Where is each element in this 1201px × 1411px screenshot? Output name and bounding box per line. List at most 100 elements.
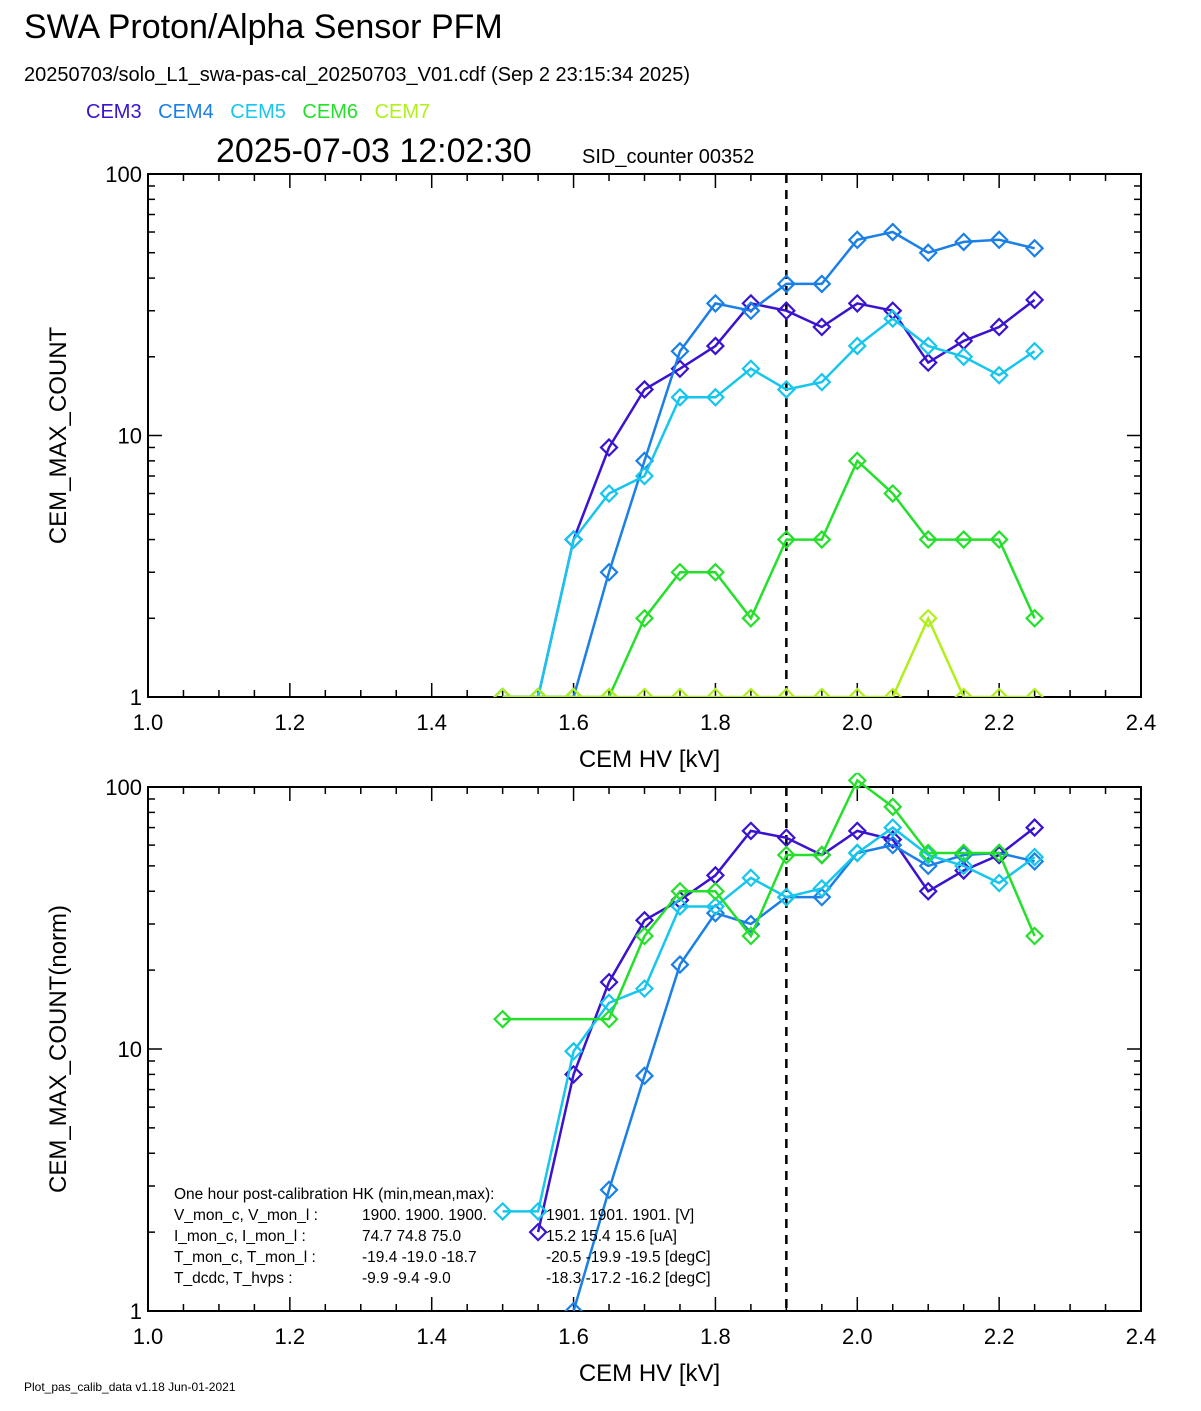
data-point-cem6 [1025,926,1045,946]
data-point-cem5 [493,1201,513,1221]
x-tick-label: 2.2 [984,1324,1015,1349]
data-point-cem5 [634,979,655,999]
x-tick-label: 2.4 [1126,710,1157,735]
data-point-cem4 [812,274,832,294]
data-point-cem7 [741,687,761,697]
data-point-cem4 [1025,238,1045,258]
data-point-cem7 [493,687,513,697]
y-tick-label: 10 [118,424,142,449]
hk-row-value: 1901. 1901. 1901. [V] [546,1207,694,1224]
data-point-cem6 [670,562,690,582]
data-point-cem4 [670,341,690,361]
data-point-cem4 [599,562,619,582]
data-point-cem7 [599,687,619,697]
data-point-cem6 [670,881,690,901]
data-point-cem3 [634,379,655,400]
data-point-cem6 [989,530,1009,550]
data-point-cem6 [918,843,938,863]
data-point-cem7 [918,608,938,628]
legend-entry-cem5: CEM5 [230,101,286,123]
data-point-cem6 [599,1009,619,1029]
top-plot: 1.0 1.2 1.4 1.6 1.8 2.0 2.2 2.4 1 10 100 CEM HV [kV… [45,162,1156,773]
data-point-cem7 [1025,687,1045,697]
data-point-cem6 [705,881,725,901]
data-point-cem4 [670,955,690,975]
hk-row-label: T_mon_c, T_mon_l : [174,1249,316,1266]
data-point-cem7 [847,687,867,697]
data-point-cem4 [812,887,832,907]
data-point-cem6 [493,1009,513,1029]
data-point-cem6 [741,926,761,946]
data-point-cem5 [989,873,1009,893]
data-point-cem5 [847,336,867,356]
data-point-cem4 [883,835,903,855]
file-subtitle: 20250703/solo_L1_swa-pas-cal_20250703_V0… [24,64,691,86]
data-point-cem5 [705,896,725,917]
x-tick-label: 2.0 [842,1324,873,1349]
x-tick-label: 2.0 [842,710,873,735]
hk-row-label: V_mon_c, V_mon_l : [174,1207,318,1224]
data-point-cem3 [847,293,867,313]
x-tick-label: 1.4 [416,710,447,735]
data-point-cem3 [883,830,903,850]
hk-row-label: T_dcdc, T_hvps : [174,1270,293,1287]
data-point-cem3 [741,821,761,841]
data-point-cem7 [564,687,584,697]
data-point-cem3 [918,881,938,901]
data-point-cem5 [812,372,832,392]
hk-row-value: -19.4 -19.0 -18.7 [362,1249,477,1266]
data-point-cem5 [989,365,1009,385]
data-point-cem6 [741,608,761,628]
data-point-cem5 [564,530,584,550]
data-point-cem3 [705,336,725,356]
legend-entry-cem4: CEM4 [158,101,214,123]
data-point-cem7 [989,687,1009,697]
data-point-cem4 [741,301,761,321]
data-point-cem5 [670,896,690,917]
data-point-cem5 [1025,847,1045,867]
x-tick-label: 1.0 [133,1324,164,1349]
data-point-cem5 [883,309,903,329]
data-point-cem4 [954,232,974,252]
data-point-cem6 [776,845,796,865]
data-point-cem5 [741,359,761,379]
data-point-cem6 [989,843,1009,863]
data-point-cem6 [918,530,938,550]
x-axis-label: CEM HV [kV] [579,746,720,773]
data-point-cem7 [954,687,974,697]
y-axis-label: CEM_MAX_COUNT(norm) [45,905,72,1193]
x-tick-label: 1.8 [700,1324,731,1349]
y-axis-label: CEM_MAX_COUNT [45,326,72,544]
data-point-cem4 [599,1180,619,1200]
data-point-cem7 [776,687,796,697]
hk-row-value: -20.5 -19.9 -19.5 [degC] [546,1249,711,1266]
series-line-cem6 [502,778,1036,1021]
data-point-cem6 [954,530,974,550]
data-point-cem4 [989,230,1009,250]
x-axis-label: CEM HV [kV] [579,1360,720,1387]
data-point-cem4 [883,222,903,242]
bottom-plot: 1.0 1.2 1.4 1.6 1.8 2.0 2.2 2.4 1 10 100 CEM HV [kV… [45,773,1156,1387]
data-point-cem4 [847,230,867,250]
chart-title: SWA Proton/Alpha Sensor PFM [24,8,503,46]
data-point-cem4 [918,856,938,876]
data-point-cem4 [705,293,725,313]
data-point-cem5 [918,336,938,356]
data-point-cem5 [634,466,655,486]
data-point-cem6 [812,845,832,865]
data-point-cem3 [599,972,619,992]
sid-counter: SID_counter 00352 [582,146,755,168]
data-point-cem5 [954,856,974,876]
x-tick-label: 1.0 [133,710,164,735]
hk-title: One hour post-calibration HK (min,mean,m… [174,1186,494,1203]
series-line-cem5 [502,317,1036,697]
data-point-cem6 [847,451,867,471]
data-point-cem7 [812,687,832,697]
data-point-cem3 [812,317,832,337]
data-point-cem6 [883,797,903,817]
data-point-cem7 [883,687,903,697]
data-point-cem6 [705,562,725,582]
hk-row-label: I_mon_c, I_mon_l : [174,1228,306,1245]
data-point-cem4 [918,243,938,263]
